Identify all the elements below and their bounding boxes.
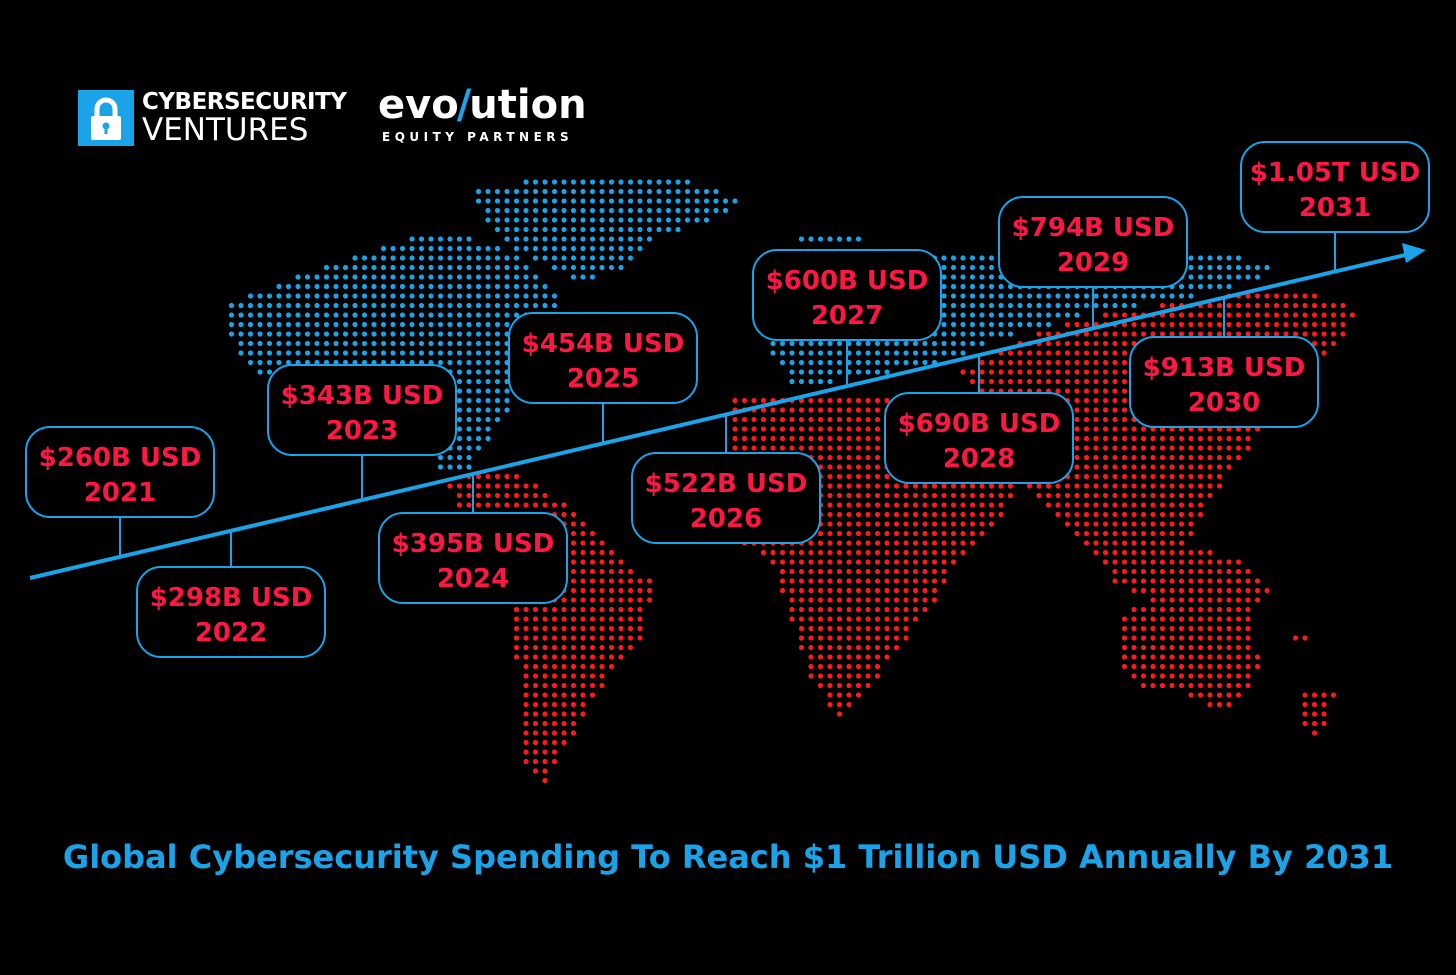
value-label: $1.05T USD	[1250, 158, 1420, 188]
callout-2030: $913B USD 2030	[1129, 297, 1319, 428]
value-label: $522B USD	[645, 469, 808, 499]
evolution-equity-partners-logo: evo / ution EQUITY PARTNERS	[378, 82, 587, 144]
year-label: 2030	[1188, 388, 1260, 418]
callout-2026: $522B USD 2026	[631, 414, 821, 544]
evo-slash: /	[456, 82, 472, 128]
callout-2028: $690B USD 2028	[884, 355, 1074, 484]
callout-box	[1129, 336, 1319, 428]
trend-line	[29, 250, 1419, 580]
callout-2021: $260B USD 2021	[25, 426, 215, 557]
cv-wordmark: CYBERSECURITY VENTURES	[142, 88, 347, 148]
value-label: $454B USD	[522, 329, 685, 359]
value-label: $395B USD	[392, 529, 555, 559]
year-label: 2022	[195, 618, 267, 648]
callout-box	[25, 426, 215, 518]
value-label: $913B USD	[1143, 353, 1306, 383]
callout-2025: $454B USD 2025	[508, 312, 698, 444]
padlock-icon	[78, 90, 134, 146]
trend-line-group	[29, 243, 1426, 580]
year-label: 2023	[326, 416, 398, 446]
callout-box	[267, 364, 457, 456]
evo-part1: evo	[378, 82, 459, 128]
callout-box	[1240, 141, 1430, 233]
callout-2023: $343B USD 2023	[267, 364, 457, 501]
callout-2031: $1.05T USD 2031	[1240, 141, 1430, 272]
callout-box	[631, 452, 821, 544]
year-label: 2029	[1057, 248, 1129, 278]
year-label: 2028	[943, 444, 1015, 474]
cv-line2: VENTURES	[142, 111, 309, 148]
value-label: $794B USD	[1012, 213, 1175, 243]
chart-title: Global Cybersecurity Spending To Reach $…	[62, 838, 1394, 876]
year-label: 2027	[811, 301, 883, 331]
callout-2027: $600B USD 2027	[752, 249, 942, 387]
year-label: 2025	[567, 364, 639, 394]
year-label: 2021	[84, 478, 156, 508]
year-label: 2026	[690, 504, 762, 534]
callout-box	[998, 196, 1188, 288]
evo-wordmark: evo / ution	[378, 82, 587, 128]
evo-part2: ution	[469, 82, 587, 128]
callout-2024: $395B USD 2024	[378, 473, 568, 604]
callout-box	[884, 392, 1074, 484]
value-label: $690B USD	[898, 409, 1061, 439]
year-label: 2031	[1299, 193, 1371, 223]
value-label: $260B USD	[39, 443, 202, 473]
value-label: $600B USD	[766, 266, 929, 296]
evo-subtitle: EQUITY PARTNERS	[382, 130, 574, 144]
value-label: $298B USD	[150, 583, 313, 613]
callout-box	[378, 512, 568, 604]
callout-box	[136, 566, 326, 658]
callout-box	[508, 312, 698, 404]
year-label: 2024	[437, 564, 509, 594]
callout-2022: $298B USD 2022	[136, 530, 326, 658]
trend-arrowhead	[1402, 243, 1426, 263]
value-label: $343B USD	[281, 381, 444, 411]
callout-box	[752, 249, 942, 341]
cybersecurity-ventures-logo: CYBERSECURITY VENTURES	[78, 88, 347, 148]
cv-line1: CYBERSECURITY	[142, 88, 347, 115]
callout-2029: $794B USD 2029	[998, 196, 1188, 329]
